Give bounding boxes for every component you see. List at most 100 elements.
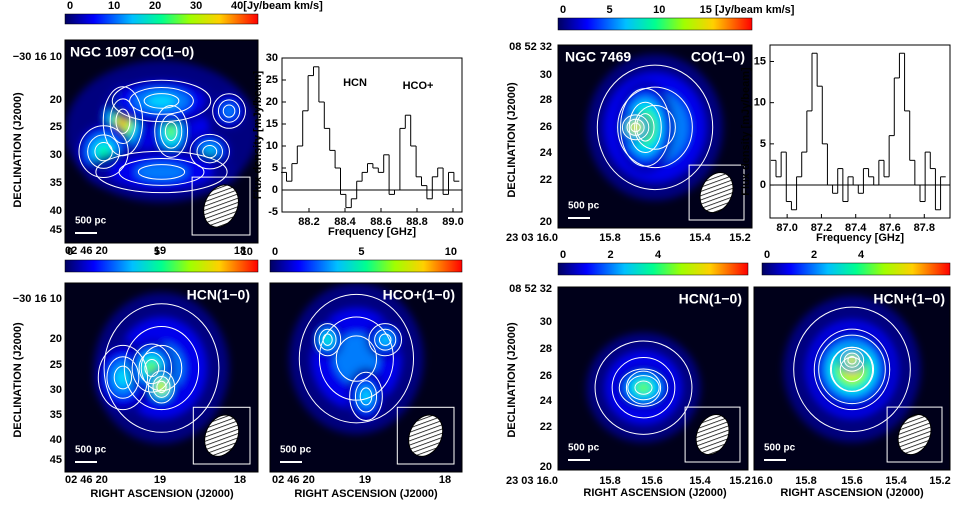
dec-tick-label: 25 [50, 121, 62, 133]
contour [138, 351, 166, 385]
emission-blur [587, 54, 723, 201]
y-tick-label: 0 [272, 184, 278, 196]
scale-label: 500 pc [280, 445, 312, 456]
y-tick-label: 20 [266, 96, 278, 108]
y-tick-label: 30 [266, 52, 278, 64]
dec-tick-label: 30 [540, 69, 552, 81]
ra-label: RIGHT ASCENSION (J2000) [90, 488, 234, 500]
colorbar-label: 10 [653, 4, 665, 16]
map-title: CO(1−0) [691, 49, 745, 65]
dec-tick-label: 24 [540, 147, 553, 159]
contour [621, 114, 650, 141]
ra-tick-label: 18 [234, 245, 246, 257]
contour [137, 164, 186, 180]
ra-tick-label: 15.6 [641, 475, 662, 487]
map-title: NGC 7469 [565, 49, 631, 65]
emission-level [135, 163, 188, 181]
ra-tick-label: 15.4 [689, 475, 711, 487]
dec-tick-label: 26 [540, 121, 552, 133]
ra-tick-label: 15.2 [729, 232, 750, 244]
contour [103, 303, 220, 433]
emission-level [222, 104, 236, 118]
annotation: HCO+ [403, 80, 434, 92]
ra-tick-label: 19 [359, 474, 371, 486]
dec-tick-label: 28 [540, 343, 552, 355]
y-tick-label: 25 [266, 74, 278, 86]
dec-tick-label: 40 [50, 434, 62, 446]
emission-level [324, 335, 331, 344]
contour [109, 98, 137, 145]
beam-box [684, 406, 741, 463]
dec-tick-label: 08 52 32 [509, 41, 552, 53]
ra-tick-label: 02 46 20 [272, 474, 315, 486]
y-tick-label: 15 [754, 55, 766, 67]
contour [359, 387, 373, 406]
contour [378, 333, 392, 346]
beam [695, 414, 730, 456]
dec-tick-label: 08 52 32 [509, 283, 552, 295]
emission [783, 296, 921, 443]
contour [160, 114, 183, 149]
emission-level [147, 363, 156, 373]
colorbar-label: 30 [190, 0, 202, 12]
ra-tick-label: 02 46 20 [65, 245, 108, 257]
contour [78, 125, 129, 179]
emission-level [167, 126, 175, 137]
colorbar [557, 262, 749, 276]
colorbar-label: 0 [67, 246, 73, 258]
emission [65, 60, 258, 203]
contour [314, 323, 342, 357]
colorbar-label: 5 [154, 246, 160, 258]
emission-blur [65, 60, 258, 203]
beam-box [192, 406, 251, 465]
contour [634, 380, 653, 395]
colorbar-label: 0 [272, 246, 278, 258]
ra-tick-label: 15.2 [729, 475, 750, 487]
y-tick-label: 10 [266, 140, 278, 152]
scale-label: 500 pc [568, 443, 600, 454]
contour [620, 87, 671, 167]
ra-tick-label: 19 [154, 474, 166, 486]
contour [87, 134, 121, 169]
ra-tick-label: 02 46 20 [65, 474, 108, 486]
dec-tick-label: 25 [50, 359, 62, 371]
ra-tick-label: 23 03 16.0 [506, 475, 558, 487]
beam-box [396, 406, 455, 465]
colorbar-label: 0 [764, 249, 770, 261]
annotation: HCN [343, 77, 367, 89]
contour [143, 93, 180, 109]
x-tick-label: 88.4 [334, 216, 356, 228]
emission-level [97, 145, 110, 158]
emission-level [147, 94, 176, 107]
colorbar-label: 0 [560, 249, 566, 261]
dec-tick-label: 20 [50, 94, 62, 106]
axis-label: Flux density [mJy/beam] [740, 67, 752, 196]
dec-tick-label: 45 [50, 224, 62, 236]
beam [408, 414, 444, 457]
contour [839, 356, 865, 382]
y-tick-label: 10 [754, 97, 766, 109]
ra-tick-label: 16.0 [751, 475, 772, 487]
emission [586, 332, 701, 443]
spectrum-risers [286, 66, 455, 208]
map-title: HCN(1−0) [679, 291, 742, 307]
emission [289, 283, 424, 435]
axis-label: DECLINATION (J2000) [12, 92, 24, 208]
contour [829, 346, 875, 392]
contour [630, 122, 641, 133]
ra-tick-label: 18 [234, 474, 246, 486]
colorbar-label: 2 [608, 249, 614, 261]
x-tick-label: 87.2 [811, 222, 832, 234]
dec-tick-label: 35 [50, 409, 62, 421]
x-tick-label: 88.2 [298, 216, 319, 228]
dec-tick-label: 30 [540, 316, 552, 328]
dec-tick-label: 30 [50, 149, 62, 161]
contour [154, 104, 189, 158]
scale-label: 500 pc [568, 201, 600, 212]
colorbar-label: 15 [Jy/beam km/s] [700, 4, 795, 16]
colorbar-label: 0 [560, 4, 566, 16]
contour [164, 121, 178, 141]
contour [813, 328, 891, 411]
contour [196, 139, 223, 164]
dec-tick-label: 35 [50, 177, 62, 189]
